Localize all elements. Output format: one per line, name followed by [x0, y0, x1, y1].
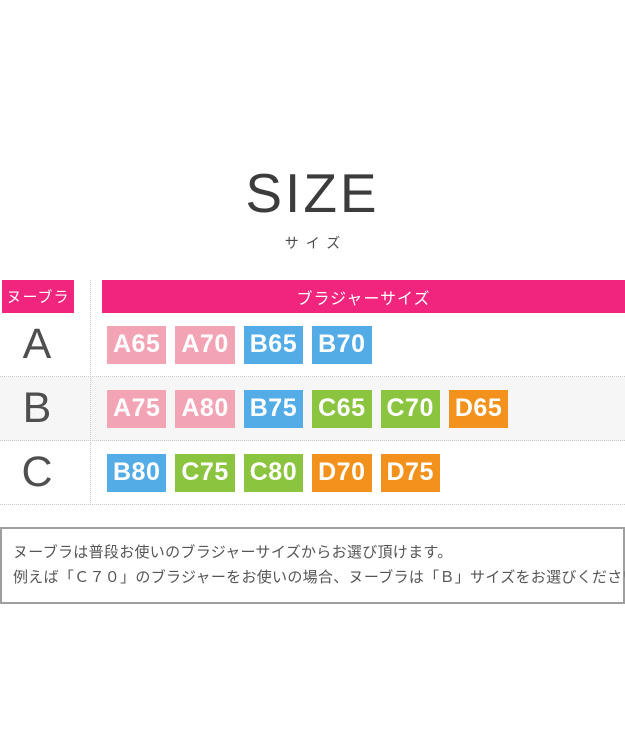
- size-badge: B65: [243, 325, 304, 364]
- size-badge: C70: [380, 389, 440, 428]
- size-badge: B80: [107, 453, 167, 492]
- size-badge: C65: [312, 389, 372, 428]
- row-label-c: C: [21, 448, 53, 496]
- size-table: ヌーブラ ブラジャーサイズ A A65 A70 B65 B70 B A75: [0, 280, 625, 505]
- page-subtitle: サイズ: [284, 235, 348, 251]
- row-c-badges: B80 C75 C80 D70 D75: [102, 441, 625, 504]
- page-title: SIZE: [245, 162, 380, 224]
- row-label-b: B: [22, 384, 52, 432]
- note-box: ヌーブラは普段お使いのブラジャーサイズからお選び頂けます。 例えば「Ｃ７０」のブ…: [0, 527, 625, 605]
- table-row-a: A A65 A70 B65 B70: [0, 313, 625, 377]
- row-a-badges: A65 A70 B65 B70: [102, 313, 625, 376]
- size-badge: C75: [175, 453, 235, 492]
- size-badge: A70: [175, 325, 235, 364]
- column-header-bra-size: ブラジャーサイズ: [102, 280, 625, 313]
- note-line-1: ヌーブラは普段お使いのブラジャーサイズからお選び頂けます。: [13, 544, 453, 561]
- size-badge: C80: [243, 453, 304, 492]
- size-badge: D70: [312, 453, 372, 492]
- row-c-label-cell: C: [0, 441, 74, 504]
- table-row-c: C B80 C75 C80 D70 D75: [0, 441, 625, 505]
- size-badge: D65: [448, 389, 509, 428]
- table-row-b: B A75 A80 B75 C65 C70 D65: [0, 377, 625, 441]
- size-badge: D75: [380, 453, 440, 492]
- size-badge: A80: [175, 389, 235, 428]
- row-label-a: A: [22, 320, 52, 368]
- header-cell-right-wrap: ブラジャーサイズ: [102, 280, 625, 313]
- size-badge: A65: [107, 325, 167, 364]
- row-a-label-cell: A: [0, 313, 74, 376]
- row-b-label-cell: B: [0, 377, 74, 440]
- title-block: SIZE サイズ: [0, 0, 625, 253]
- column-header-nubra: ヌーブラ: [2, 280, 74, 313]
- size-badge: A75: [107, 389, 167, 428]
- note-line-2: 例えば「Ｃ７０」のブラジャーをお使いの場合、ヌーブラは「Ｂ」サイズをお選びくださ…: [13, 569, 625, 587]
- row-b-badges: A75 A80 B75 C65 C70 D65: [102, 377, 625, 440]
- header-cell-left-wrap: ヌーブラ: [0, 280, 74, 313]
- table-header-row: ヌーブラ ブラジャーサイズ: [0, 280, 625, 313]
- size-badge: B70: [312, 325, 372, 364]
- size-badge: B75: [243, 389, 304, 428]
